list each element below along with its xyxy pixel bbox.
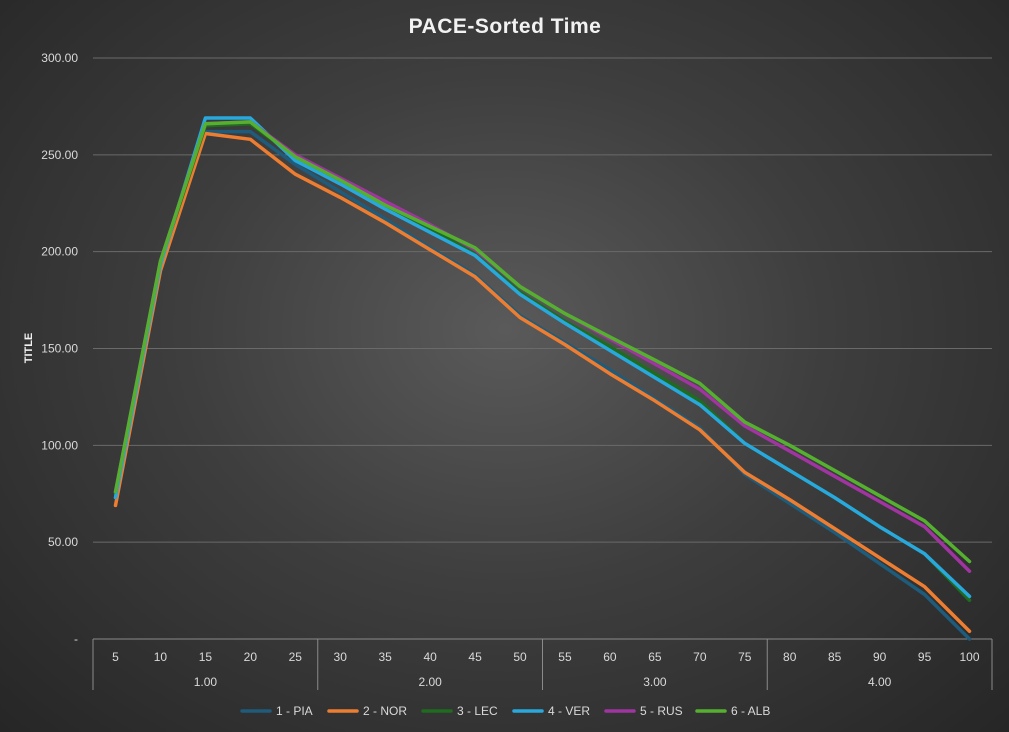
legend-item-label: 4 - VER — [548, 704, 590, 718]
x-tick-label: 45 — [468, 650, 482, 664]
x-group-label: 1.00 — [194, 675, 218, 689]
series-line — [113, 129, 972, 641]
x-tick-label: 10 — [154, 650, 168, 664]
x-tick-label: 60 — [603, 650, 617, 664]
y-axis-ticks: - 50.00 100.00 150.00 200.00 250.00 300.00 — [41, 51, 78, 646]
x-group-label: 3.00 — [643, 675, 667, 689]
x-tick-label: 15 — [199, 650, 213, 664]
y-tick-label: 150.00 — [41, 342, 78, 356]
x-tick-label: 40 — [423, 650, 437, 664]
y-tick-label: 50.00 — [48, 535, 78, 549]
x-tick-label: 100 — [960, 650, 980, 664]
x-tick-label: 95 — [918, 650, 932, 664]
x-tick-label: 50 — [513, 650, 527, 664]
x-tick-label: 55 — [558, 650, 572, 664]
y-tick-label: 300.00 — [41, 51, 78, 65]
x-tick-label: 30 — [334, 650, 348, 664]
series-line — [113, 122, 972, 603]
legend-item-label: 3 - LEC — [457, 704, 498, 718]
x-tick-label: 65 — [648, 650, 662, 664]
series-line — [113, 116, 972, 599]
chart-title: PACE-Sorted Time — [409, 15, 602, 38]
legend-item-label: 5 - RUS — [640, 704, 683, 718]
y-tick-label: 200.00 — [41, 245, 78, 259]
y-tick-label: 250.00 — [41, 148, 78, 162]
legend-item-label: 6 - ALB — [731, 704, 770, 718]
x-axis: 5 10 15 20 25 30 35 40 45 50 55 60 65 70 75 80 85 90 95 100… — [92, 638, 993, 690]
series-lines — [113, 116, 972, 641]
series-line — [113, 131, 972, 634]
x-group-label: 4.00 — [868, 675, 892, 689]
x-tick-label: 85 — [828, 650, 842, 664]
x-tick-label: 35 — [378, 650, 392, 664]
x-group-label: 2.00 — [418, 675, 442, 689]
x-tick-label: 5 — [112, 650, 119, 664]
y-tick-label: - — [74, 632, 78, 646]
x-tick-label: 20 — [244, 650, 258, 664]
x-tick-label: 90 — [873, 650, 887, 664]
y-tick-label: 100.00 — [41, 438, 78, 452]
legend: 1 - PIA 2 - NOR 3 - LEC 4 - VER 5 - RUS 6 - A… — [240, 704, 770, 718]
gridlines — [93, 57, 992, 543]
legend-item-label: 2 - NOR — [363, 704, 407, 718]
x-tick-label: 25 — [289, 650, 303, 664]
x-tick-label: 80 — [783, 650, 797, 664]
y-axis-label: TITLE — [23, 333, 35, 364]
legend-item-label: 1 - PIA — [276, 704, 313, 718]
series-line — [113, 120, 972, 564]
x-tick-label: 70 — [693, 650, 707, 664]
x-tick-label: 75 — [738, 650, 752, 664]
